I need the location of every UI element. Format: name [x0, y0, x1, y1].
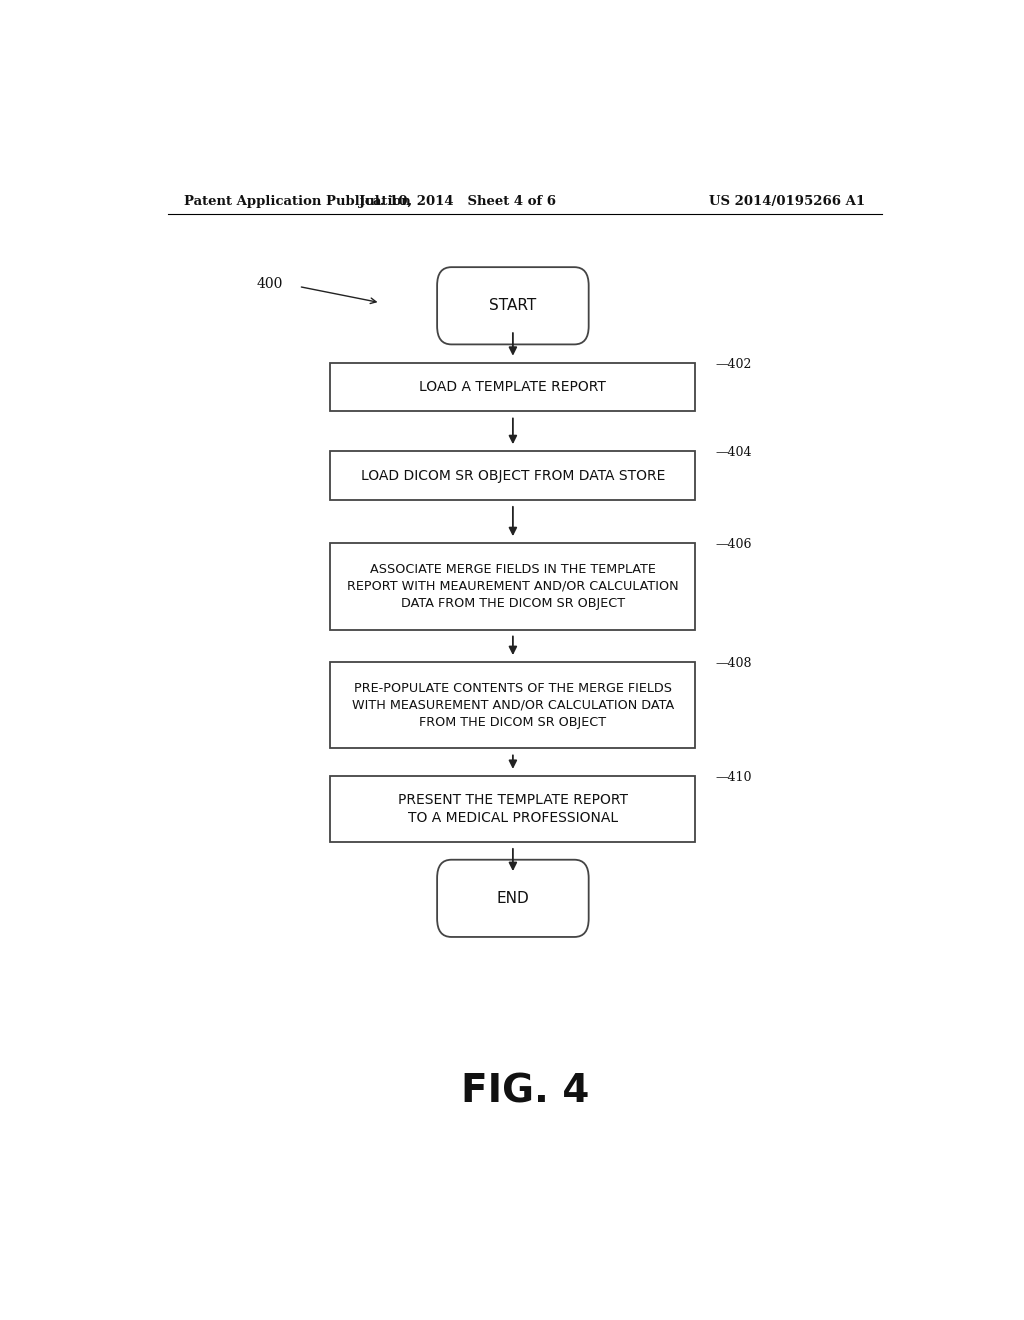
- Text: 400: 400: [256, 277, 283, 292]
- Text: —408: —408: [715, 657, 752, 671]
- Text: LOAD A TEMPLATE REPORT: LOAD A TEMPLATE REPORT: [420, 380, 606, 395]
- Text: —410: —410: [715, 771, 752, 784]
- Text: —402: —402: [715, 358, 752, 371]
- Text: PRE-POPULATE CONTENTS OF THE MERGE FIELDS
WITH MEASUREMENT AND/OR CALCULATION DA: PRE-POPULATE CONTENTS OF THE MERGE FIELD…: [352, 681, 674, 729]
- Text: Jul. 10, 2014   Sheet 4 of 6: Jul. 10, 2014 Sheet 4 of 6: [358, 194, 556, 207]
- Text: —406: —406: [715, 539, 752, 550]
- FancyBboxPatch shape: [331, 543, 695, 630]
- FancyBboxPatch shape: [331, 776, 695, 842]
- FancyBboxPatch shape: [331, 363, 695, 412]
- Text: PRESENT THE TEMPLATE REPORT
TO A MEDICAL PROFESSIONAL: PRESENT THE TEMPLATE REPORT TO A MEDICAL…: [398, 793, 628, 825]
- Text: Patent Application Publication: Patent Application Publication: [183, 194, 411, 207]
- FancyBboxPatch shape: [437, 267, 589, 345]
- Text: US 2014/0195266 A1: US 2014/0195266 A1: [709, 194, 864, 207]
- Text: —404: —404: [715, 446, 752, 459]
- Text: START: START: [489, 298, 537, 313]
- Text: END: END: [497, 891, 529, 906]
- FancyBboxPatch shape: [331, 663, 695, 748]
- Text: LOAD DICOM SR OBJECT FROM DATA STORE: LOAD DICOM SR OBJECT FROM DATA STORE: [360, 469, 665, 483]
- Text: FIG. 4: FIG. 4: [461, 1072, 589, 1110]
- FancyBboxPatch shape: [331, 451, 695, 500]
- FancyBboxPatch shape: [437, 859, 589, 937]
- Text: ASSOCIATE MERGE FIELDS IN THE TEMPLATE
REPORT WITH MEAUREMENT AND/OR CALCULATION: ASSOCIATE MERGE FIELDS IN THE TEMPLATE R…: [347, 562, 679, 610]
